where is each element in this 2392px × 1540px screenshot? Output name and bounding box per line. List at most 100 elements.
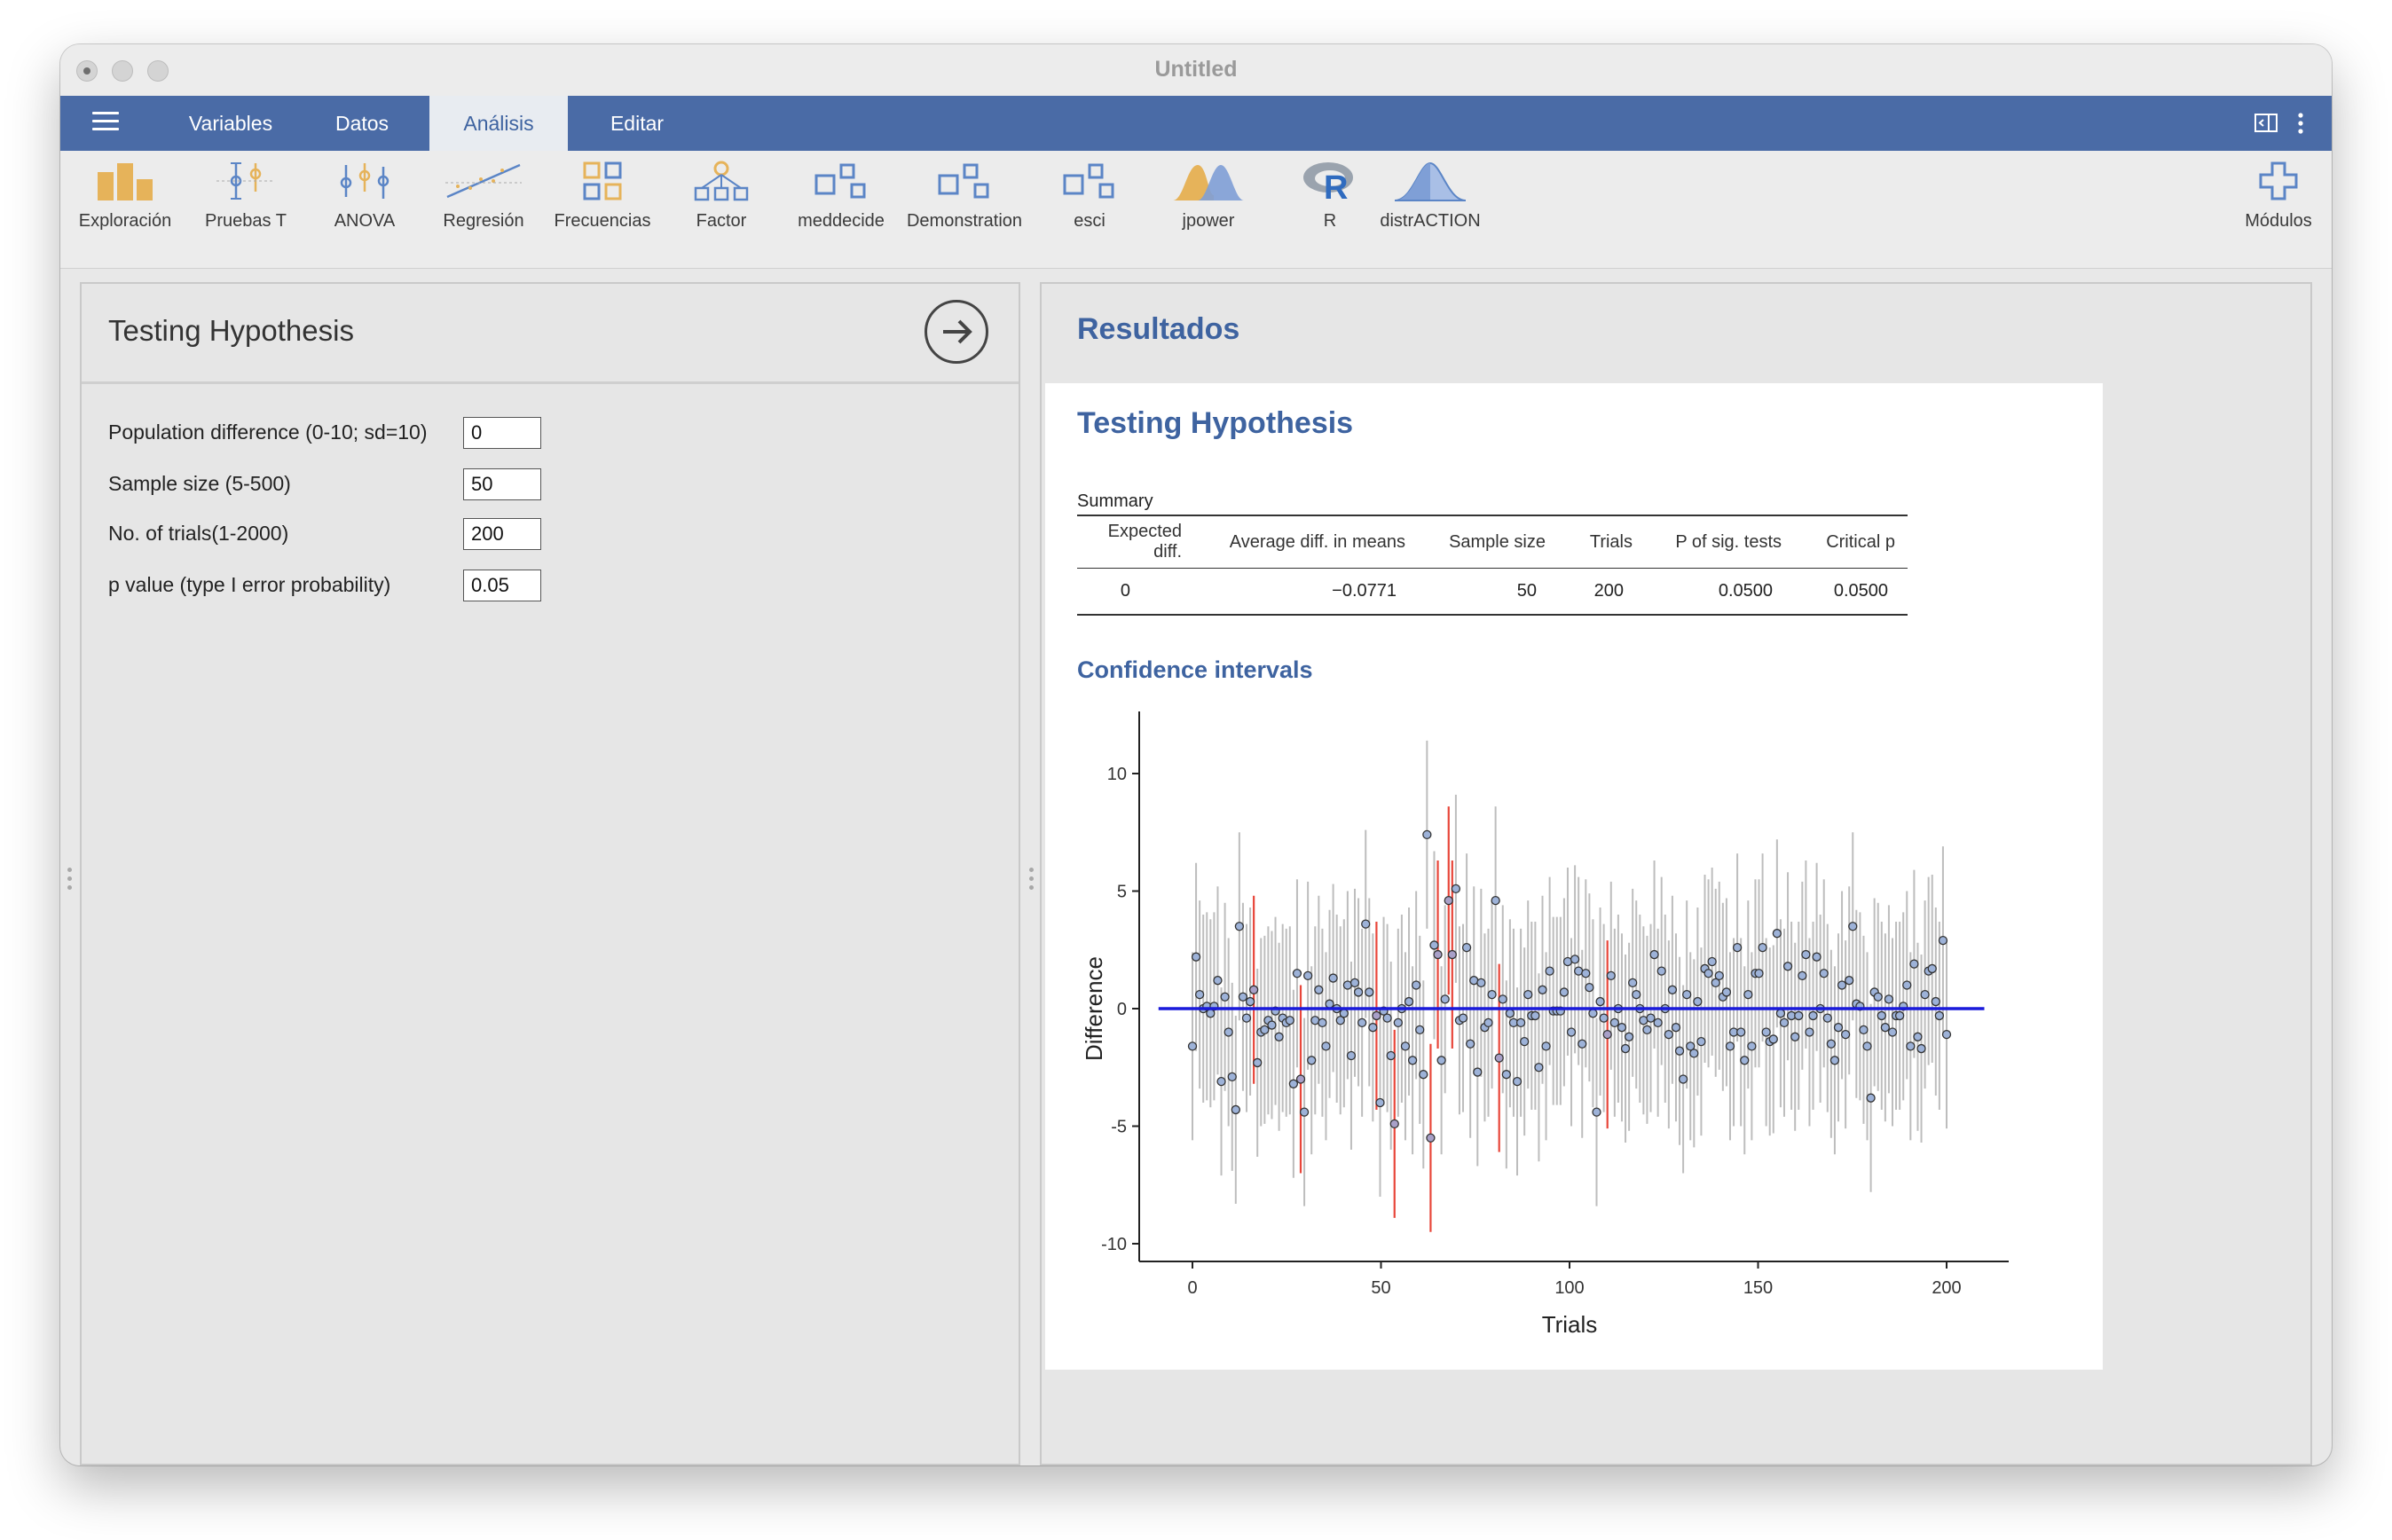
zoom-window-button[interactable] <box>147 60 169 82</box>
frequencies-icon <box>583 161 622 200</box>
hamburger-menu-icon[interactable] <box>92 112 119 135</box>
panel-resize-handle[interactable] <box>1029 868 1034 894</box>
jpower-icon <box>1173 165 1244 200</box>
mean-point <box>1599 1013 1609 1023</box>
mean-point <box>1466 1039 1475 1049</box>
mean-point <box>1845 976 1854 986</box>
mean-point <box>1642 1025 1652 1035</box>
mean-point <box>1274 1032 1284 1041</box>
mean-point <box>1909 959 1919 969</box>
modulos-button[interactable]: Módulos <box>2225 160 2332 232</box>
distraction-button[interactable]: distrACTION <box>1370 160 1491 232</box>
mean-point <box>1866 1093 1876 1103</box>
pruebas-t-button[interactable]: Pruebas T <box>193 160 298 232</box>
mean-point <box>1696 1036 1706 1047</box>
trials-field[interactable] <box>463 518 541 550</box>
close-window-button[interactable] <box>76 60 98 82</box>
mean-point <box>1732 942 1743 953</box>
mean-point <box>1302 970 1313 981</box>
p-value-field[interactable] <box>463 570 541 601</box>
mean-point <box>1566 1027 1577 1037</box>
mean-point <box>1934 1010 1945 1021</box>
run-analysis-button[interactable] <box>925 300 988 364</box>
mean-point <box>1671 1023 1681 1033</box>
mean-point <box>1393 1018 1403 1028</box>
mean-point <box>1335 1016 1345 1025</box>
mean-point <box>1682 989 1692 1000</box>
esci-button[interactable]: esci <box>1045 160 1134 232</box>
mean-point <box>1389 1119 1399 1129</box>
population-difference-field[interactable] <box>463 417 541 449</box>
frecuencias-button[interactable]: Frecuencias <box>550 160 655 232</box>
mean-point <box>1216 1076 1226 1087</box>
column-header: Average diff. in means <box>1192 515 1416 569</box>
analysis-toolbar: Exploración Pruebas T ANOVA <box>60 151 2332 269</box>
tab-datos[interactable]: Datos <box>334 112 389 135</box>
mean-point <box>1859 1025 1869 1035</box>
more-options-icon[interactable] <box>2296 112 2305 135</box>
factor-button[interactable]: Factor <box>669 160 774 232</box>
mean-point <box>1483 1018 1493 1028</box>
table-cell: 0 <box>1077 568 1192 616</box>
left-resize-handle[interactable] <box>67 868 72 894</box>
tab-editar[interactable]: Editar <box>610 112 665 135</box>
column-header: Sample size <box>1416 515 1556 569</box>
tab-analisis[interactable]: Análisis <box>429 96 568 151</box>
mean-point <box>1295 1074 1306 1084</box>
mean-point <box>1920 989 1930 1000</box>
column-header: Critical p <box>1792 515 1908 569</box>
mean-point <box>1520 1036 1530 1047</box>
mean-point <box>1400 1041 1411 1051</box>
mean-point <box>1779 1018 1790 1028</box>
mean-point <box>1419 1070 1428 1080</box>
regresion-button[interactable]: Regresión <box>431 160 536 232</box>
mean-point <box>1880 1023 1891 1033</box>
mean-point <box>1632 989 1641 1000</box>
y-axis-label: Difference <box>1081 956 1107 1061</box>
mean-point <box>1339 1009 1349 1018</box>
results-header: Resultados <box>1077 312 1240 346</box>
mean-point <box>1887 1027 1898 1037</box>
r-button[interactable]: R R <box>1299 160 1361 232</box>
sample-size-field[interactable] <box>463 468 541 500</box>
mean-point <box>1224 1027 1233 1037</box>
tab-variables[interactable]: Variables <box>188 112 273 135</box>
mean-point <box>1758 942 1767 953</box>
mean-point <box>1260 1025 1270 1035</box>
y-tick-label: -5 <box>1111 1118 1127 1137</box>
mean-point <box>1894 1010 1905 1021</box>
mean-point <box>1916 1043 1926 1054</box>
column-header: Expected diff. <box>1077 515 1192 569</box>
mean-point <box>1740 1056 1750 1065</box>
options-title: Testing Hypothesis <box>108 314 354 347</box>
meddecide-button[interactable]: meddecide <box>788 160 894 232</box>
mean-point <box>1798 970 1807 981</box>
mean-point <box>1429 940 1439 950</box>
results-mode-icon[interactable] <box>2254 112 2278 135</box>
mean-point <box>1628 978 1638 988</box>
distribution-icon <box>1394 161 1467 201</box>
exploracion-button[interactable]: Exploración <box>73 160 177 232</box>
mean-point <box>1782 962 1793 971</box>
jpower-button[interactable]: jpower <box>1164 160 1253 232</box>
mean-point <box>1711 978 1720 988</box>
minimize-window-button[interactable] <box>112 60 133 82</box>
mean-point <box>1368 1023 1378 1033</box>
mean-point <box>1491 895 1500 906</box>
mean-point <box>1578 1039 1587 1049</box>
anova-button[interactable]: ANOVA <box>312 160 417 232</box>
mean-point <box>1646 1013 1656 1023</box>
arrow-right-icon <box>943 319 972 344</box>
mean-point <box>1299 1107 1310 1117</box>
window-title: Untitled <box>1154 57 1238 82</box>
mean-point <box>1541 1041 1551 1051</box>
table-cell: 0.0500 <box>1792 568 1908 616</box>
mean-point <box>1649 949 1659 960</box>
mean-point <box>1375 1097 1385 1108</box>
demonstration-button[interactable]: Demonstration <box>898 160 1031 232</box>
table-cell: −0.0771 <box>1192 568 1416 616</box>
bar-chart-icon <box>98 163 153 200</box>
mean-point <box>1678 1074 1688 1084</box>
mean-point <box>1674 1046 1685 1056</box>
